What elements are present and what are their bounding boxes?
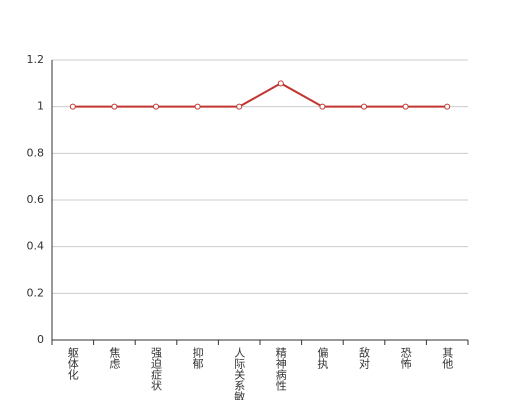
point — [111, 103, 118, 110]
y-tick-label: 0.8 — [27, 146, 45, 159]
x-tick-label: 其他 — [441, 347, 454, 369]
line — [72, 82, 448, 108]
x-tick-label: 强迫症状 — [150, 347, 163, 391]
x-tick-label: 躯体化 — [66, 347, 79, 381]
point — [194, 103, 201, 110]
point — [236, 103, 243, 110]
y-tick-label: 0.6 — [27, 193, 45, 206]
x-tick-label: 恐怖 — [399, 347, 412, 369]
point — [444, 103, 451, 110]
y-tick-label: 1.2 — [27, 53, 45, 66]
y-tick-label: 0.2 — [27, 286, 45, 299]
point — [277, 80, 284, 87]
y-tick-label: 1 — [37, 100, 44, 113]
x-tick-label: 人际关系敏感 — [233, 347, 246, 400]
point — [319, 103, 326, 110]
x-tick-label: 敌对 — [358, 346, 371, 369]
x-tick-label: 精神病性 — [274, 347, 287, 392]
point — [153, 103, 159, 110]
x-tick-label: 焦虑 — [108, 347, 121, 369]
y-tick-label: 0 — [37, 333, 44, 346]
point — [69, 103, 76, 110]
x-tick-label: 偏执 — [316, 346, 329, 370]
point — [361, 103, 367, 110]
x-tick-label: 抑郁 — [191, 346, 204, 369]
point — [402, 103, 409, 110]
y-tick-label: 0.4 — [27, 240, 45, 253]
